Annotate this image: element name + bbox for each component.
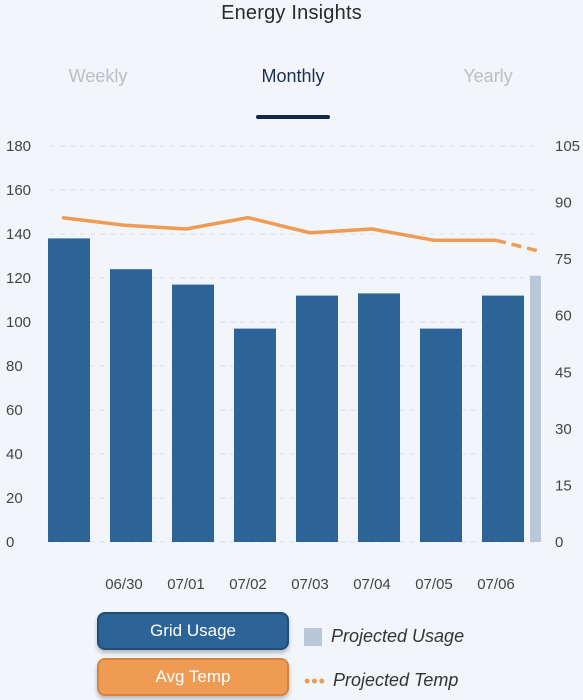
projected-usage-swatch xyxy=(304,627,322,646)
grid-usage-bar xyxy=(234,328,276,542)
x-axis-tick-label: 07/04 xyxy=(353,576,391,593)
left-axis-tick-label: 120 xyxy=(6,270,31,287)
right-axis-tick-label: 45 xyxy=(555,364,572,381)
left-axis-tick-label: 40 xyxy=(6,446,23,463)
page-title: Energy Insights xyxy=(221,2,362,24)
grid-usage-bar xyxy=(420,328,462,542)
left-axis-tick-label: 0 xyxy=(6,534,14,551)
right-axis-tick-label: 90 xyxy=(555,195,572,212)
tab-weekly[interactable]: Weekly xyxy=(68,66,128,86)
period-tabs: Weekly Monthly Yearly xyxy=(0,66,583,126)
grid-usage-legend-button[interactable]: Grid Usage xyxy=(97,612,289,650)
projected-usage-bar xyxy=(530,275,541,542)
grid-usage-bar xyxy=(110,269,152,542)
right-axis-tick-label: 75 xyxy=(555,251,572,268)
left-axis-tick-label: 80 xyxy=(6,358,23,375)
grid-usage-bar xyxy=(482,295,524,542)
x-axis-tick-label: 07/01 xyxy=(167,576,205,593)
projected-usage-label: Projected Usage xyxy=(331,626,465,646)
projected-temp-label: Projected Temp xyxy=(333,670,459,690)
x-axis-tick-label: 06/30 xyxy=(105,576,143,593)
tab-monthly[interactable]: Monthly xyxy=(261,66,325,86)
left-axis-tick-label: 180 xyxy=(6,138,31,155)
projected-temp-dots-icon: ••• xyxy=(304,670,326,691)
left-axis-tick-label: 60 xyxy=(6,402,23,419)
grid-usage-bar xyxy=(48,238,90,542)
grid-usage-bar xyxy=(296,295,338,542)
projected-temp-legend: ••• Projected Temp xyxy=(304,670,458,691)
x-axis-tick-label: 07/05 xyxy=(415,576,453,593)
right-axis-tick-label: 0 xyxy=(555,534,563,551)
tab-yearly[interactable]: Yearly xyxy=(463,66,513,86)
projected-usage-legend: Projected Usage xyxy=(304,626,464,647)
x-axis-tick-label: 07/02 xyxy=(229,576,267,593)
left-axis-tick-label: 140 xyxy=(6,226,31,243)
avg-temp-line xyxy=(61,215,496,243)
right-axis-tick-label: 60 xyxy=(555,308,572,325)
right-axis-tick-label: 105 xyxy=(555,138,580,155)
x-axis-tick-label: 07/03 xyxy=(291,576,329,593)
projected-temp-line xyxy=(495,238,542,254)
energy-chart: 0 20 40 60 80 100 120 140 160 180 0 15 30 45 60 75 90 105… xyxy=(6,138,580,593)
right-axis-tick-label: 30 xyxy=(555,421,572,438)
grid-usage-bar xyxy=(358,293,400,542)
x-axis-tick-label: 07/06 xyxy=(477,576,515,593)
left-axis-tick-label: 20 xyxy=(6,490,23,507)
left-axis-tick-label: 100 xyxy=(6,314,31,331)
active-tab-indicator xyxy=(256,115,330,119)
left-axis-tick-label: 160 xyxy=(6,182,31,199)
avg-temp-legend-button[interactable]: Avg Temp xyxy=(97,658,289,696)
grid-usage-bar xyxy=(172,284,214,542)
right-axis-tick-label: 15 xyxy=(555,477,572,494)
